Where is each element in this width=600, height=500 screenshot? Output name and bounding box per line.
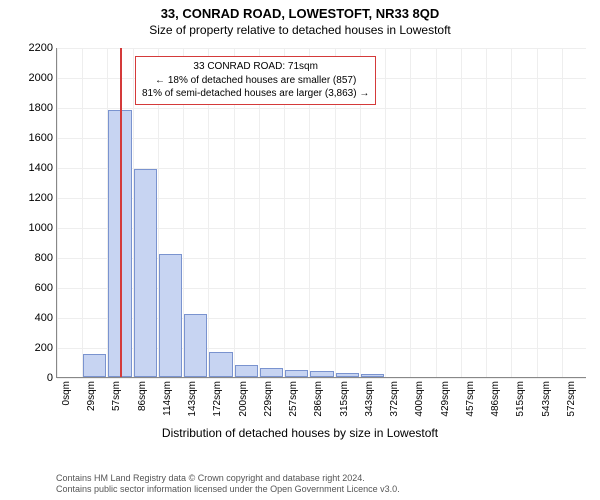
x-tick-label: 29sqm — [86, 381, 97, 411]
y-tick-label: 600 — [35, 282, 57, 294]
x-tick-label: 343sqm — [364, 381, 375, 417]
y-tick-label: 1800 — [29, 102, 57, 114]
histogram-bar — [209, 352, 232, 378]
gridline-v — [82, 48, 83, 377]
x-tick-label: 429sqm — [440, 381, 451, 417]
plot-area: 0200400600800100012001400160018002000220… — [56, 48, 586, 378]
page-subtitle: Size of property relative to detached ho… — [0, 21, 600, 37]
property-marker-line — [120, 48, 122, 377]
gridline-v — [436, 48, 437, 377]
gridline-v — [57, 48, 58, 377]
x-tick-label: 114sqm — [162, 381, 173, 416]
y-tick-label: 1200 — [29, 192, 57, 204]
x-tick-label: 372sqm — [389, 381, 400, 417]
x-tick-label: 143sqm — [187, 381, 198, 417]
gridline-v — [537, 48, 538, 377]
x-tick-label: 515sqm — [515, 381, 526, 417]
gridline-v — [511, 48, 512, 377]
gridline-h — [57, 378, 586, 379]
info-box-line: 33 CONRAD ROAD: 71sqm — [142, 60, 369, 74]
chart-container: Number of detached properties 0200400600… — [0, 42, 600, 442]
info-box-line: 81% of semi-detached houses are larger (… — [142, 87, 369, 101]
y-tick-label: 1000 — [29, 222, 57, 234]
histogram-bar — [159, 254, 182, 377]
info-box: 33 CONRAD ROAD: 71sqm← 18% of detached h… — [135, 56, 376, 105]
y-tick-label: 1600 — [29, 132, 57, 144]
histogram-bar — [235, 365, 258, 377]
footer-attribution: Contains HM Land Registry data © Crown c… — [56, 473, 400, 496]
x-tick-label: 400sqm — [414, 381, 425, 417]
gridline-v — [410, 48, 411, 377]
y-tick-label: 2200 — [29, 42, 57, 54]
x-tick-label: 257sqm — [288, 381, 299, 417]
x-tick-label: 486sqm — [490, 381, 501, 417]
page-title: 33, CONRAD ROAD, LOWESTOFT, NR33 8QD — [0, 0, 600, 21]
histogram-bar — [310, 371, 333, 377]
gridline-h — [57, 108, 586, 109]
footer-line2: Contains public sector information licen… — [56, 484, 400, 496]
y-tick-label: 800 — [35, 252, 57, 264]
gridline-v — [461, 48, 462, 377]
x-tick-label: 57sqm — [111, 381, 122, 411]
y-tick-label: 0 — [47, 372, 57, 384]
histogram-bar — [336, 373, 359, 378]
x-tick-label: 200sqm — [238, 381, 249, 417]
x-tick-label: 172sqm — [212, 381, 223, 417]
gridline-h — [57, 48, 586, 49]
gridline-v — [562, 48, 563, 377]
gridline-v — [486, 48, 487, 377]
histogram-bar — [361, 374, 384, 377]
histogram-bar — [83, 354, 106, 377]
y-tick-label: 400 — [35, 312, 57, 324]
x-tick-label: 315sqm — [339, 381, 350, 417]
footer-line1: Contains HM Land Registry data © Crown c… — [56, 473, 400, 485]
info-box-line: ← 18% of detached houses are smaller (85… — [142, 74, 369, 88]
histogram-bar — [134, 169, 157, 378]
histogram-bar — [260, 368, 283, 377]
x-tick-label: 543sqm — [541, 381, 552, 417]
x-tick-label: 572sqm — [566, 381, 577, 417]
y-tick-label: 1400 — [29, 162, 57, 174]
y-tick-label: 2000 — [29, 72, 57, 84]
histogram-bar — [184, 314, 207, 377]
histogram-bar — [285, 370, 308, 378]
x-tick-label: 457sqm — [465, 381, 476, 417]
y-tick-label: 200 — [35, 342, 57, 354]
x-tick-label: 0sqm — [61, 381, 72, 405]
x-tick-label: 229sqm — [263, 381, 274, 417]
gridline-h — [57, 138, 586, 139]
x-tick-label: 86sqm — [137, 381, 148, 411]
x-axis-label: Distribution of detached houses by size … — [0, 426, 600, 440]
x-tick-label: 286sqm — [313, 381, 324, 417]
gridline-v — [385, 48, 386, 377]
